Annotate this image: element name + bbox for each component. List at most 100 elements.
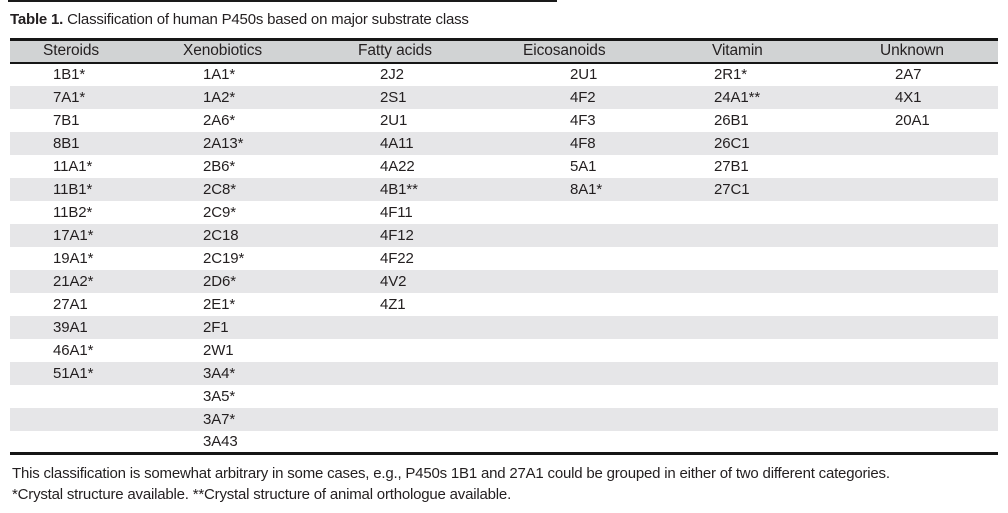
table-cell: 2F1 (203, 318, 229, 336)
table-cell (705, 224, 875, 247)
table-cell: 2C8* (203, 180, 236, 198)
table-row: 8B1 2A13* 4A11 4F8 26C1 (10, 131, 998, 155)
table-cell (705, 362, 875, 385)
table-cell: 3A5* (203, 387, 236, 405)
column-header: Fatty acids (358, 42, 432, 60)
table-cell: 2C9* (203, 203, 236, 221)
table-cell (520, 362, 705, 385)
table-cell (875, 132, 998, 155)
table-cell: 4F8 (570, 134, 596, 152)
table-cell: 17A1* (53, 226, 94, 244)
table-cell (520, 201, 705, 224)
table-cell (10, 408, 180, 431)
table-cell: 4X1 (895, 88, 922, 106)
table-cell (875, 270, 998, 293)
table-cell: 3A7* (203, 410, 236, 428)
table-cell (705, 408, 875, 431)
table-cell (520, 316, 705, 339)
table-cell (705, 385, 875, 408)
table-cell: 4F12 (380, 226, 414, 244)
table-cell: 4A11 (380, 134, 414, 152)
table-header-row: Steroids Xenobiotics Fatty acids Eicosanoid… (10, 39, 998, 63)
table-cell: 2W1 (203, 341, 234, 359)
table-caption: Table 1. Classification of human P450s ba… (10, 11, 469, 28)
table-row: 17A1* 2C18 4F12 (10, 223, 998, 247)
table-cell: 4Z1 (380, 295, 406, 313)
table-caption-text: Classification of human P450s based on m… (67, 11, 469, 28)
p450-classification-table: Steroids Xenobiotics Fatty acids Eicosanoid… (10, 38, 998, 455)
table-cell (520, 247, 705, 270)
table-cell: 11B2* (53, 203, 93, 221)
table-cell: 5A1 (570, 157, 597, 175)
table-cell (875, 362, 998, 385)
table-cell: 4B1** (380, 180, 418, 198)
column-header: Steroids (43, 42, 100, 60)
table-cell (10, 431, 180, 454)
table-cell: 3A4* (203, 364, 236, 382)
table-cell (520, 408, 705, 431)
table-cell (355, 362, 520, 385)
table-cell: 20A1 (895, 111, 930, 129)
table-row: 11A1* 2B6* 4A22 5A1 27B1 (10, 155, 998, 178)
table-row: 7B1 2A6* 2U1 4F3 26B1 20A1 (10, 109, 998, 132)
table-cell (520, 270, 705, 293)
table-cell: 8A1* (570, 180, 603, 198)
table-row: 3A7* (10, 407, 998, 431)
table-cell: 2R1* (714, 66, 747, 83)
table-row: 3A43 (10, 431, 998, 454)
table-cell (355, 431, 520, 454)
table-cell (355, 385, 520, 408)
table-cell: 39A1 (53, 318, 88, 336)
table-cell: 4F22 (380, 249, 414, 267)
table-cell: 1B1* (53, 66, 86, 83)
table-caption-label: Table 1. (10, 11, 64, 28)
column-header: Eicosanoids (523, 42, 606, 60)
table-cell: 19A1* (53, 249, 94, 267)
table-cell (520, 339, 705, 362)
table-cell: 4V2 (380, 272, 407, 290)
column-header: Xenobiotics (183, 42, 263, 60)
table-cell (875, 224, 998, 247)
footnote-crystal-structure-note: *Crystal structure available. **Crystal … (12, 486, 512, 503)
table-row: 51A1* 3A4* (10, 361, 998, 385)
footnote-classification-note: This classification is somewhat arbitrar… (12, 465, 890, 482)
table-cell (875, 178, 998, 201)
table-cell: 2A7 (895, 66, 922, 83)
column-header: Unknown (880, 42, 944, 60)
table-cell (705, 270, 875, 293)
table-cell: 2J2 (380, 66, 404, 83)
table-cell: 1A1* (203, 66, 236, 83)
table-cell: 4F3 (570, 111, 596, 129)
table-row: 3A5* (10, 385, 998, 408)
table-cell (875, 201, 998, 224)
table-cell: 27A1 (53, 295, 88, 313)
table-cell (705, 339, 875, 362)
table-cell (705, 201, 875, 224)
table-cell: 27C1 (714, 180, 750, 198)
table-cell (875, 385, 998, 408)
table-row: 11B2* 2C9* 4F11 (10, 201, 998, 224)
table-row: 21A2* 2D6* 4V2 (10, 269, 998, 293)
table-cell: 26B1 (714, 111, 749, 129)
table-body: 1B1* 1A1* 2J2 2U1 2R1* 2A7 7A1* 1A2* 2S1 4F2 24A1*… (10, 63, 998, 454)
table-cell: 46A1* (53, 341, 94, 359)
table-row: 7A1* 1A2* 2S1 4F2 24A1** 4X1 (10, 85, 998, 109)
table-cell (875, 155, 998, 178)
table-cell (705, 431, 875, 454)
table-cell: 4F2 (570, 88, 596, 106)
table-cell (520, 224, 705, 247)
table-cell (520, 431, 705, 454)
table-cell: 1A2* (203, 88, 236, 106)
table-cell: 2D6* (203, 272, 236, 290)
table-cell (355, 339, 520, 362)
table-cell: 2A6* (203, 111, 236, 129)
table-cell (875, 431, 998, 454)
table-cell: 2C19* (203, 249, 245, 267)
table-cell: 2A13* (203, 134, 244, 152)
table-cell (875, 247, 998, 270)
table-cell (705, 316, 875, 339)
table-cell (520, 385, 705, 408)
table-footnotes: This classification is somewhat arbitrar… (12, 463, 890, 505)
table-cell: 7A1* (53, 88, 86, 106)
table-row: 11B1* 2C8* 4B1** 8A1* 27C1 (10, 177, 998, 201)
